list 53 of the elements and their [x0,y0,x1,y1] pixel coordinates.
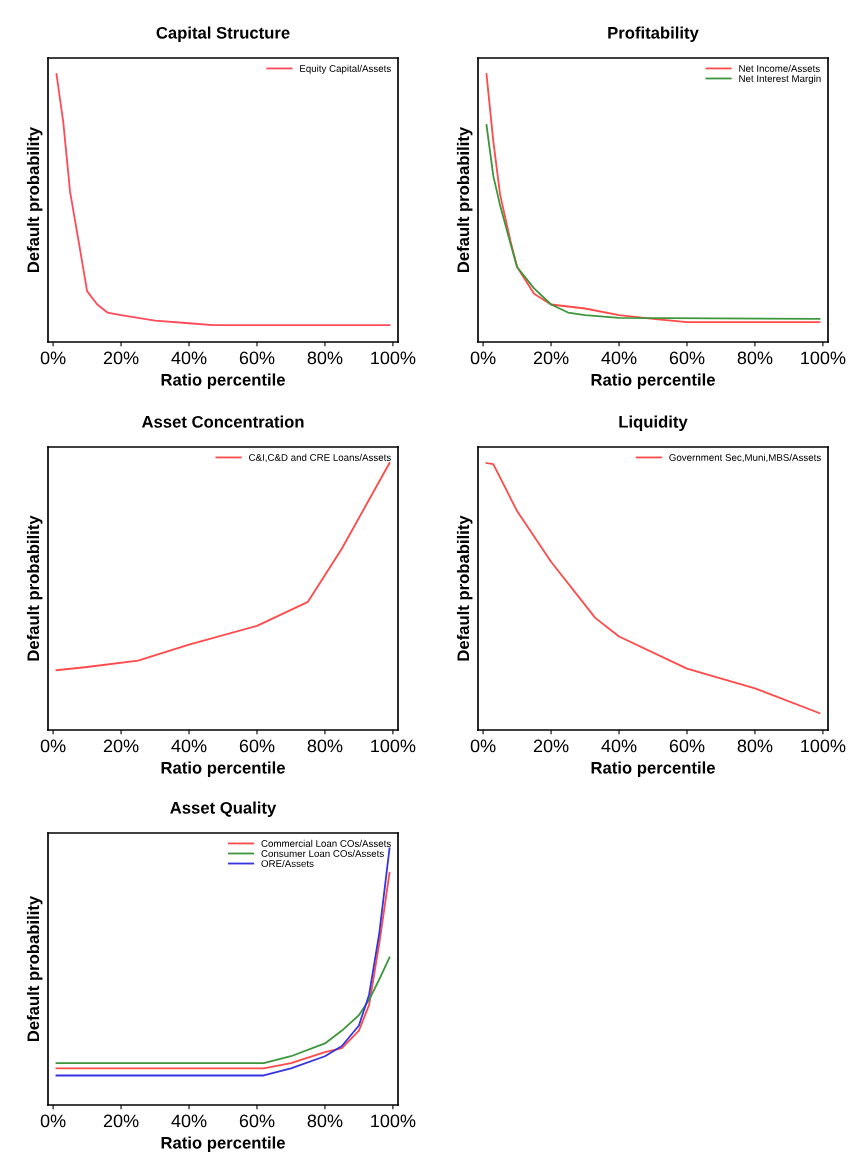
x-tick-label: 60% [239,1114,275,1128]
x-tick-label: 0% [470,739,496,753]
x-tick-label: 40% [601,739,637,753]
x-tick-label: 20% [103,739,139,753]
x-tick-label: 20% [103,351,139,365]
chart-title: Capital Structure [156,26,290,43]
y-axis-title: Default probability [26,515,43,661]
x-tick-label: 60% [239,351,275,365]
legend-label: Commercial Loan COs/Assets [261,839,391,847]
legend-label: Net Income/Assets [739,64,820,72]
y-axis-title: Default probability [456,515,473,661]
x-axis-title: Ratio percentile [161,761,285,777]
x-tick-label: 60% [239,739,275,753]
x-tick-label: 0% [40,1114,66,1128]
y-axis-title: Default probability [26,126,43,273]
legend-label: Equity Capital/Assets [300,64,391,74]
legend-label: Consumer Loan COs/Assets [261,849,384,857]
chart-title: Profitability [608,26,699,43]
x-axis-title: Ratio percentile [161,373,285,389]
x-tick-label: 100% [801,739,846,753]
x-tick-label: 80% [737,351,773,365]
legend-label: ORE/Assets [261,859,314,868]
x-axis-title: Ratio percentile [591,761,715,777]
chart-title: Liquidity [619,415,688,432]
x-tick-label: 100% [371,1114,416,1128]
x-tick-label: 80% [307,739,343,753]
legend-label: C&I,C&D and CRE Loans/Assets [249,453,391,463]
x-tick-label: 0% [40,739,66,753]
x-axis-title: Ratio percentile [161,1136,285,1152]
chart-title: Asset Quality [170,801,277,818]
x-tick-label: 0% [470,351,496,365]
x-tick-label: 0% [40,351,66,365]
x-tick-label: 80% [307,351,343,365]
legend-label: Government Sec,Muni,MBS/Assets [669,453,821,463]
x-tick-label: 20% [103,1114,139,1128]
legend-label: Net Interest Margin [739,74,821,84]
x-tick-label: 100% [371,351,416,365]
x-tick-label: 80% [307,1114,343,1128]
x-tick-label: 100% [801,351,846,365]
x-tick-label: 40% [171,351,207,365]
x-tick-label: 40% [601,351,637,365]
y-axis-title: Default probability [26,895,43,1042]
x-tick-label: 60% [669,351,705,365]
x-tick-label: 80% [737,739,773,753]
x-tick-label: 20% [533,351,569,365]
x-tick-label: 100% [371,739,416,753]
x-tick-label: 20% [533,739,569,753]
y-axis-title: Default probability [456,126,473,273]
x-axis-title: Ratio percentile [591,373,715,389]
chart-title: Asset Concentration [141,415,304,428]
x-tick-label: 60% [669,739,705,753]
x-tick-label: 40% [171,1114,207,1128]
x-tick-label: 40% [171,739,207,753]
